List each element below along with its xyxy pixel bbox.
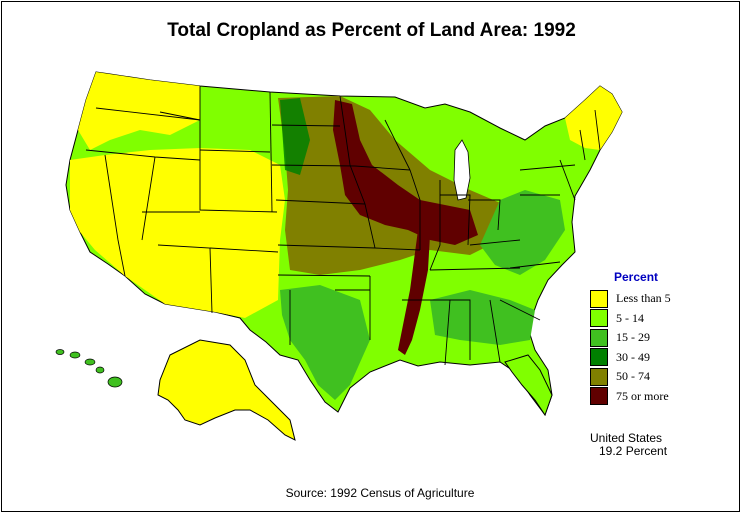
map-title: Total Cropland as Percent of Land Area: … [167,20,576,41]
contiguous-us [65,71,623,417]
legend-item: 75 or more [590,387,671,407]
us-summary: United States 19.2 Percent [590,432,667,458]
legend-label: 30 - 49 [616,349,650,364]
legend-label: 75 or more [616,388,669,403]
legend-label: Less than 5 [616,291,671,306]
legend-swatch [590,387,608,406]
legend-label: 15 - 29 [616,330,650,345]
lake-michigan [453,139,471,201]
legend-swatch [590,348,608,367]
legend-label: 50 - 74 [616,369,650,384]
legend-swatch [590,367,608,386]
hawaii [55,349,123,388]
new-england-yellow [565,86,622,150]
map-legend: Percent Less than 5 5 - 14 15 - 29 30 - 49 5… [590,270,671,406]
east-mid-green [480,190,565,275]
alaska [157,339,296,441]
legend-item: Less than 5 [590,289,671,309]
legend-swatch [590,328,608,347]
west-yellow-region [70,148,285,318]
texas-mixed [280,285,370,400]
summary-line-1: United States [590,431,663,445]
legend-swatch [590,309,608,328]
summary-line-2: 19.2 Percent [599,444,668,458]
legend-swatch [590,289,608,308]
legend-item: 30 - 49 [590,348,671,368]
mississippi-delta-darkred [398,230,430,355]
alaska-shape [157,339,296,441]
southeast-green [430,290,535,345]
legend-item: 15 - 29 [590,328,671,348]
corn-belt-darkred [333,100,478,245]
legend-items: Less than 5 5 - 14 15 - 29 30 - 49 50 - 74 75… [590,289,671,406]
florida-peninsula [504,354,553,417]
legend-label: 5 - 14 [616,310,644,325]
northern-green-belt [280,98,310,175]
state-boundaries [85,86,601,366]
legend-item: 5 - 14 [590,309,671,329]
pacific-northwest-yellow [78,72,200,150]
legend-item: 50 - 74 [590,367,671,387]
source-note: Source: 1992 Census of Agriculture [285,486,475,500]
legend-title: Percent [614,270,659,284]
